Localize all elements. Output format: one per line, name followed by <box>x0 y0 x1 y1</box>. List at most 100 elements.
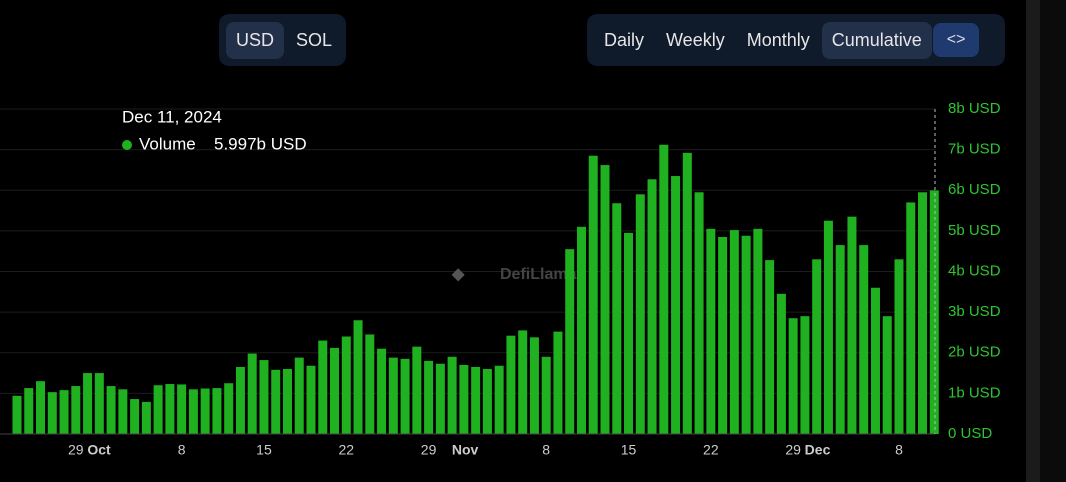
bar <box>576 226 586 434</box>
y-tick-label: 3b USD <box>948 303 1001 320</box>
bar <box>835 245 845 434</box>
bar <box>624 232 634 434</box>
side-panel <box>1040 0 1066 482</box>
period-toggle: Daily Weekly Monthly Cumulative <> <box>587 14 1005 66</box>
bar <box>494 365 504 434</box>
bar <box>24 388 34 434</box>
bar <box>318 340 328 434</box>
bar <box>588 155 598 434</box>
bar <box>741 235 751 434</box>
period-button[interactable]: Weekly <box>666 29 725 50</box>
bar <box>83 373 93 434</box>
bar <box>659 144 669 434</box>
bar <box>94 373 104 434</box>
bar <box>682 152 692 434</box>
x-tick-label: 22 <box>703 442 719 458</box>
bar <box>400 358 410 434</box>
bar <box>235 366 245 434</box>
bar <box>718 236 728 434</box>
bar <box>906 202 916 434</box>
bar <box>188 389 198 434</box>
bar <box>282 369 292 434</box>
embed-button[interactable]: <> <box>932 23 980 57</box>
bar <box>541 356 551 434</box>
bar <box>365 334 375 434</box>
bar <box>612 203 622 434</box>
bar <box>729 230 739 434</box>
y-tick-label: 4b USD <box>948 262 1001 279</box>
bar <box>812 259 822 434</box>
bar <box>153 385 163 434</box>
bar <box>918 192 928 434</box>
bar <box>600 165 610 434</box>
x-tick-label: Dec <box>805 442 831 458</box>
bar <box>224 383 234 434</box>
y-tick-label: 7b USD <box>948 141 1001 158</box>
tooltip-value: 5.997b USD <box>214 134 307 153</box>
bar <box>424 360 434 434</box>
bar <box>377 348 387 434</box>
x-tick-label: 8 <box>895 442 903 458</box>
bar <box>459 364 469 434</box>
period-button[interactable]: Cumulative <box>821 21 932 59</box>
bar <box>435 363 445 434</box>
bar <box>929 190 939 434</box>
chart: ◆ DefiLlama Dec 11, 2024 Volume 5.997b U… <box>0 100 1001 458</box>
x-tick-label: 8 <box>178 442 186 458</box>
bar <box>565 249 575 434</box>
y-tick-label: 1b USD <box>948 384 1001 401</box>
watermark: DefiLlama <box>500 266 577 283</box>
currency-button[interactable]: SOL <box>296 29 333 50</box>
bar <box>894 259 904 434</box>
currency-button[interactable]: USD <box>226 21 285 59</box>
bar <box>165 384 175 434</box>
bar <box>859 245 869 434</box>
bar <box>118 389 128 434</box>
bar <box>271 369 281 434</box>
bar <box>447 356 457 434</box>
bar <box>412 346 422 434</box>
bar <box>553 331 563 434</box>
bar <box>36 381 46 434</box>
bar <box>330 347 340 434</box>
period-button[interactable]: Monthly <box>746 29 810 50</box>
period-button[interactable]: Daily <box>604 29 645 50</box>
bar <box>882 316 892 434</box>
bar <box>141 401 151 434</box>
bar <box>765 260 775 434</box>
bar <box>200 388 210 434</box>
bar <box>177 384 187 434</box>
bar <box>353 320 363 434</box>
bar <box>870 287 880 434</box>
bar <box>518 330 528 434</box>
bar <box>388 357 398 434</box>
bar <box>341 336 351 434</box>
bar <box>788 318 798 434</box>
tooltip-date: Dec 11, 2024 <box>122 107 222 126</box>
y-tick-label: 2b USD <box>948 344 1001 361</box>
x-tick-label: 29 <box>68 442 84 458</box>
bar <box>847 216 857 434</box>
bar <box>306 365 316 434</box>
bar <box>294 357 304 434</box>
x-tick-label: 15 <box>621 442 637 458</box>
bar <box>506 335 516 434</box>
tooltip-dot <box>122 140 132 150</box>
bar <box>823 220 833 434</box>
bar <box>753 228 763 434</box>
bar <box>471 366 481 434</box>
bar <box>694 192 704 434</box>
bar <box>71 386 81 434</box>
x-tick-label: 15 <box>256 442 272 458</box>
bar <box>671 176 681 434</box>
bar <box>482 369 492 434</box>
bar <box>800 316 810 434</box>
bar <box>529 337 539 434</box>
watermark-logo: ◆ <box>451 266 465 283</box>
y-tick-label: 0 USD <box>948 425 992 442</box>
y-tick-label: 5b USD <box>948 222 1001 239</box>
x-tick-label: 8 <box>542 442 550 458</box>
bar <box>247 353 257 434</box>
tooltip-series: Volume <box>139 134 196 153</box>
